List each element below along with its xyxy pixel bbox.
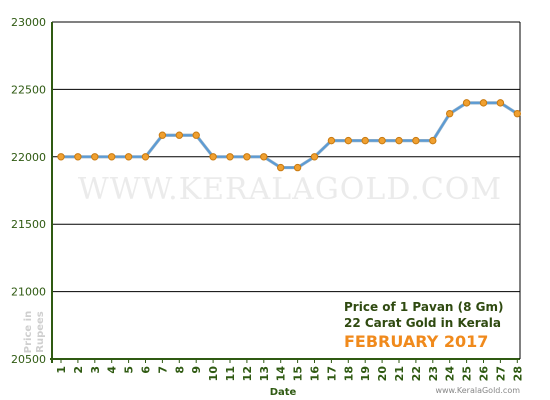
x-tick-label: 21 (393, 366, 406, 381)
data-point (158, 131, 167, 139)
data-point (344, 136, 352, 145)
series-line (61, 101, 518, 169)
x-tick-label: 1 (55, 366, 68, 374)
watermark-text: WWW.KERALAGOLD.COM (78, 172, 502, 207)
y-axis-label-line2: Rupees (35, 311, 46, 353)
x-tick-label: 26 (478, 366, 491, 382)
x-tick-label: 12 (241, 366, 254, 381)
x-tick-label: 17 (325, 366, 338, 381)
x-tick-label: 27 (494, 366, 507, 381)
x-tick-label: 13 (258, 366, 271, 381)
y-tick-label: 22000 (11, 151, 46, 164)
x-tick-label: 3 (89, 366, 102, 374)
y-tick-label: 22500 (11, 83, 46, 96)
data-point (192, 131, 200, 139)
data-point (108, 153, 116, 161)
data-point (260, 153, 268, 161)
data-point (446, 109, 454, 118)
chart-title-line2: 22 Carat Gold in Kerala (344, 316, 501, 330)
data-point (412, 136, 420, 145)
y-axis-label-line1: Price in (23, 311, 34, 353)
data-point (74, 153, 82, 161)
x-tick-label: 4 (106, 366, 119, 374)
x-tick-label: 25 (461, 366, 474, 381)
data-point (361, 136, 369, 145)
x-tick-label: 19 (359, 366, 372, 381)
data-point (462, 99, 471, 107)
data-point (513, 109, 521, 118)
data-point (175, 131, 184, 139)
x-tick-label: 16 (309, 366, 322, 382)
x-tick-label: 22 (410, 366, 423, 381)
data-point (57, 153, 65, 161)
x-tick-label: 9 (190, 366, 203, 374)
x-tick-label: 18 (342, 366, 355, 381)
x-tick-label: 7 (156, 366, 169, 374)
x-tick-label: 10 (207, 366, 220, 382)
data-point (124, 153, 133, 161)
data-point (277, 163, 285, 172)
x-tick-label: 14 (275, 366, 288, 382)
x-tick-label: 23 (427, 366, 440, 381)
x-tick-label: 6 (140, 366, 153, 374)
data-point (293, 163, 302, 172)
site-label: www.KeralaGold.com (435, 386, 520, 395)
x-tick-label: 11 (224, 366, 237, 381)
data-point (429, 136, 437, 145)
x-tick-label: 8 (173, 366, 186, 374)
x-tick-label: 15 (292, 366, 305, 381)
y-tick-label: 21000 (11, 286, 46, 299)
data-point (310, 153, 319, 161)
data-point (243, 153, 251, 161)
data-point (91, 153, 99, 161)
x-tick-label: 28 (511, 366, 524, 381)
data-point (226, 153, 234, 161)
x-tick-label: 20 (376, 366, 389, 382)
data-point (395, 136, 403, 145)
x-tick-label: 24 (444, 366, 457, 382)
data-point (209, 153, 217, 161)
x-tick-label: 5 (123, 366, 136, 374)
y-tick-label: 20500 (11, 353, 46, 366)
data-point (141, 153, 150, 161)
y-tick-label: 23000 (11, 16, 46, 29)
data-point (378, 136, 386, 145)
y-tick-label: 21500 (11, 218, 46, 231)
chart-title-line1: Price of 1 Pavan (8 Gm) (344, 300, 504, 314)
x-axis-label: Date (270, 387, 297, 398)
data-point (496, 99, 505, 107)
data-point (479, 99, 488, 107)
data-point (327, 136, 336, 145)
x-tick-label: 2 (72, 366, 85, 374)
chart-month-label: FEBRUARY 2017 (344, 332, 488, 351)
